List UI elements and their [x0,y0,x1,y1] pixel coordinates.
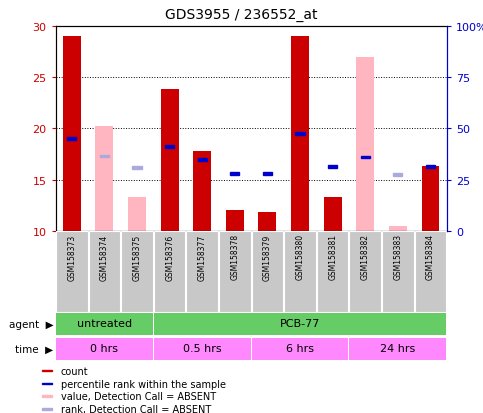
Bar [422,167,440,231]
Bar [89,231,120,312]
Text: GSM158378: GSM158378 [230,234,240,280]
Text: 0 hrs: 0 hrs [90,344,118,354]
Text: percentile rank within the sample: percentile rank within the sample [61,379,226,389]
Bar [393,173,402,176]
Bar [96,127,114,231]
Text: GSM158383: GSM158383 [393,234,402,280]
Bar [67,138,76,141]
Text: GSM158376: GSM158376 [165,234,174,280]
Text: GSM158382: GSM158382 [361,234,370,280]
Bar [258,213,276,231]
Text: GSM158375: GSM158375 [132,234,142,280]
Text: 0.5 hrs: 0.5 hrs [183,344,222,354]
Text: rank, Detection Call = ABSENT: rank, Detection Call = ABSENT [61,404,211,413]
Text: count: count [61,366,88,376]
Bar [43,408,52,410]
Bar [252,338,348,360]
Text: GSM158377: GSM158377 [198,234,207,280]
Text: 24 hrs: 24 hrs [380,344,415,354]
Bar [154,313,446,335]
Bar [382,231,413,312]
Bar [128,197,146,231]
Text: GSM158373: GSM158373 [67,234,76,280]
Bar [324,197,341,231]
Bar [350,231,381,312]
Text: GSM158374: GSM158374 [100,234,109,280]
Bar [121,231,153,312]
Bar [132,166,142,169]
Bar [415,231,446,312]
Bar [154,231,185,312]
Text: GDS3955 / 236552_at: GDS3955 / 236552_at [165,8,318,22]
Bar [186,231,218,312]
Bar [230,173,240,176]
Bar [296,133,305,135]
Bar [100,155,109,158]
Bar [356,57,374,231]
Bar [219,231,251,312]
Bar [56,338,153,360]
Text: agent  ▶: agent ▶ [9,319,53,329]
Text: GSM158384: GSM158384 [426,234,435,280]
Bar [226,211,244,231]
Text: 6 hrs: 6 hrs [286,344,314,354]
Bar [291,37,309,231]
Bar [284,231,316,312]
Bar [389,226,407,231]
Bar [43,383,52,385]
Bar [154,338,251,360]
Bar [350,338,446,360]
Text: GSM158381: GSM158381 [328,234,337,280]
Bar [361,156,370,159]
Bar [426,166,435,169]
Bar [56,313,153,335]
Text: GSM158379: GSM158379 [263,234,272,280]
Bar [43,395,52,397]
Bar [56,231,87,312]
Text: value, Detection Call = ABSENT: value, Detection Call = ABSENT [61,391,216,401]
Bar [63,37,81,231]
Bar [198,158,207,161]
Text: PCB-77: PCB-77 [280,319,320,329]
Bar [252,231,283,312]
Bar [43,370,52,371]
Text: GSM158380: GSM158380 [296,234,305,280]
Bar [328,166,337,169]
Text: untreated: untreated [77,319,132,329]
Bar [317,231,348,312]
Bar [165,146,174,149]
Bar [161,90,179,231]
Bar [263,173,272,176]
Text: time  ▶: time ▶ [15,344,53,354]
Bar [193,152,211,231]
